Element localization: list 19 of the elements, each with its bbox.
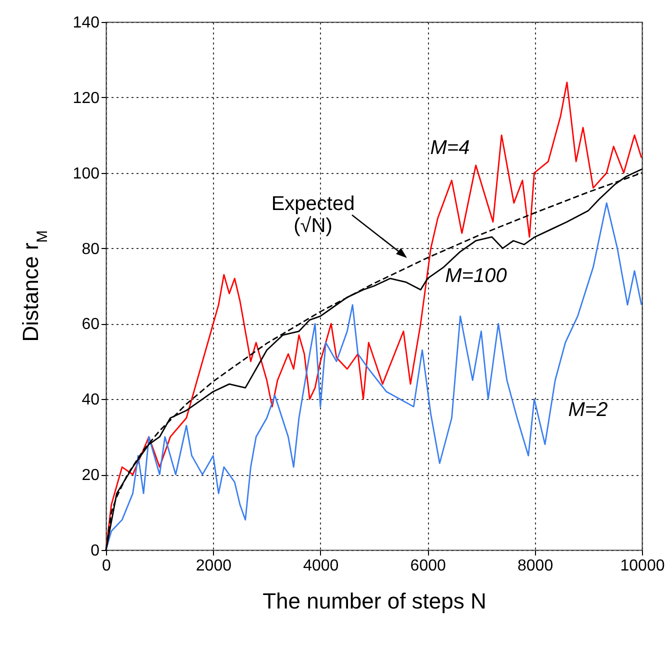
x-tick-label: 8000 <box>518 558 554 574</box>
x-tick-label: 6000 <box>410 558 446 574</box>
x-tick-label: 4000 <box>303 558 339 574</box>
series-label: M=4 <box>430 137 470 159</box>
x-tick-label: 0 <box>102 558 112 574</box>
series-label: M=2 <box>568 399 608 421</box>
y-tick-label: 80 <box>82 240 100 258</box>
y-tick-label: 100 <box>72 165 100 182</box>
x-axis-title: The number of steps N <box>262 588 486 614</box>
y-tick-label: 60 <box>82 316 100 334</box>
y-tick-label: 120 <box>72 90 100 107</box>
x-tick-label: 2000 <box>196 558 232 574</box>
series-label: M=100 <box>445 265 507 287</box>
y-tick-label: 140 <box>72 14 100 32</box>
text: Expected (√N) <box>271 193 355 237</box>
y-tick-label: 20 <box>82 467 100 484</box>
y-tick-label: 0 <box>90 542 100 560</box>
x-tick-label: 10000 <box>620 558 665 574</box>
y-tick-label: 40 <box>82 392 100 409</box>
